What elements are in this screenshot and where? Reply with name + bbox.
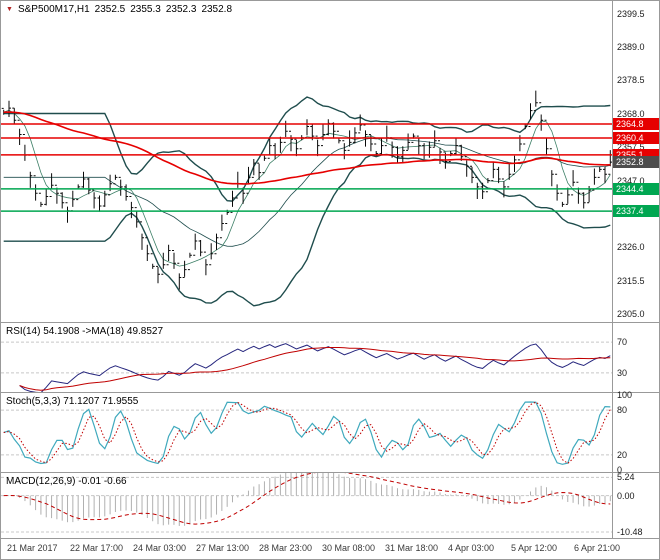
price-axis-tick-label: 2315.5 [617,275,645,286]
time-axis-label: 4 Apr 03:00 [448,543,495,553]
rsi-label-text: RSI(14) 54.1908 ->MA(18) 49.8527 [6,326,164,337]
price-axis[interactable]: 2399.52389.02378.52368.02357.52347.02336… [612,1,659,322]
macd-chart-canvas[interactable] [1,473,613,538]
macd-label: MACD(12,26,9) -0.01 -0.66 [6,476,127,487]
stochastic-label-text: Stoch(5,3,3) 71.1207 71.9555 [6,396,139,407]
rsi-axis-tick-label: 30 [617,367,628,378]
time-axis-label: 5 Apr 12:00 [511,543,558,553]
price-axis-tick-label: 2305.0 [617,309,645,320]
time-axis-label: 31 Mar 18:00 [385,543,439,553]
macd-histogram [8,473,611,526]
rsi-label: RSI(14) 54.1908 ->MA(18) 49.8527 [6,326,163,337]
stochastic-axis-tick-label: 100 [617,390,633,401]
rsi-axis-tick-label: 70 [617,337,628,348]
macd-panel[interactable]: 5.24 0.00 -10.48 MACD(12,26,9) -0.01 -0.66 [1,472,659,539]
price-axis-tick-label: 2357.5 [617,142,645,153]
price-panel[interactable]: 2399.52389.02378.52368.02357.52347.02336… [1,1,659,323]
macd-axis-tick-label: 0.00 [617,490,635,501]
chart-marker-icon: ▼ [6,5,13,13]
stochastic-axis-tick-label: 0 [617,464,623,475]
time-axis-label: 22 Mar 17:00 [70,543,124,553]
price-level-label: 2360.4 [613,131,659,144]
time-axis-label: 21 Mar 2017 [7,543,58,553]
symbol-timeframe: S&P500M17,H1 [17,4,90,15]
ohlc-high: 2355.3 [130,4,161,15]
price-axis-tick-label: 2347.0 [617,175,645,186]
macd-axis: 5.24 0.00 -10.48 [612,472,659,538]
current-price-label: 2352.8 [613,156,659,169]
price-level-label: 2344.4 [613,182,659,195]
price-level-label: 2364.8 [613,117,659,130]
rsi-axis: 70 30 [612,323,659,392]
ohlc-low: 2352.3 [165,4,197,15]
time-axis-label: 6 Apr 21:00 [574,543,621,553]
price-axis-tick-label: 2326.0 [617,242,645,253]
price-axis-tick-label: 2399.5 [617,8,645,19]
ohlc-close: 2352.8 [201,4,233,15]
time-axis-label: 28 Mar 23:00 [259,543,313,553]
stochastic-panel[interactable]: 100 80 20 0 Stoch(5,3,3) 71.1207 71.9555 [1,390,659,475]
time-axis[interactable]: 21 Mar 2017 22 Mar 17:00 24 Mar 03:00 27 Ma… [1,539,659,559]
rsi-panel[interactable]: 70 30 RSI(14) 54.1908 ->MA(18) 49.8527 [1,323,659,393]
price-chart-canvas[interactable] [1,1,613,322]
stochastic-label: Stoch(5,3,3) 71.1207 71.9555 [6,396,138,407]
stochastic-axis: 100 80 20 0 [612,390,659,475]
time-axis-label: 30 Mar 08:00 [322,543,376,553]
time-axis-label: 24 Mar 03:00 [133,543,187,553]
stochastic-axis-tick-label: 20 [617,449,628,460]
price-axis-tick-label: 2378.5 [617,75,645,86]
price-axis-tick-label: 2389.0 [617,42,645,53]
stochastic-axis-tick-label: 80 [617,405,628,416]
rsi-chart-canvas[interactable] [1,323,613,392]
macd-axis-tick-label: 5.24 [617,472,635,483]
time-axis-label: 27 Mar 13:00 [196,543,250,553]
chart-header: ▼ S&P500M17,H1 2352.5 2355.3 2352.3 2352… [6,4,232,15]
stochastic-chart-canvas[interactable] [1,393,613,472]
macd-label-text: MACD(12,26,9) -0.01 -0.66 [6,476,127,487]
price-axis-tick-label: 2368.0 [617,108,645,119]
price-level-label: 2337.4 [613,205,659,218]
ohlc-open: 2352.5 [94,4,126,15]
macd-axis-tick-label: -10.48 [617,527,643,538]
